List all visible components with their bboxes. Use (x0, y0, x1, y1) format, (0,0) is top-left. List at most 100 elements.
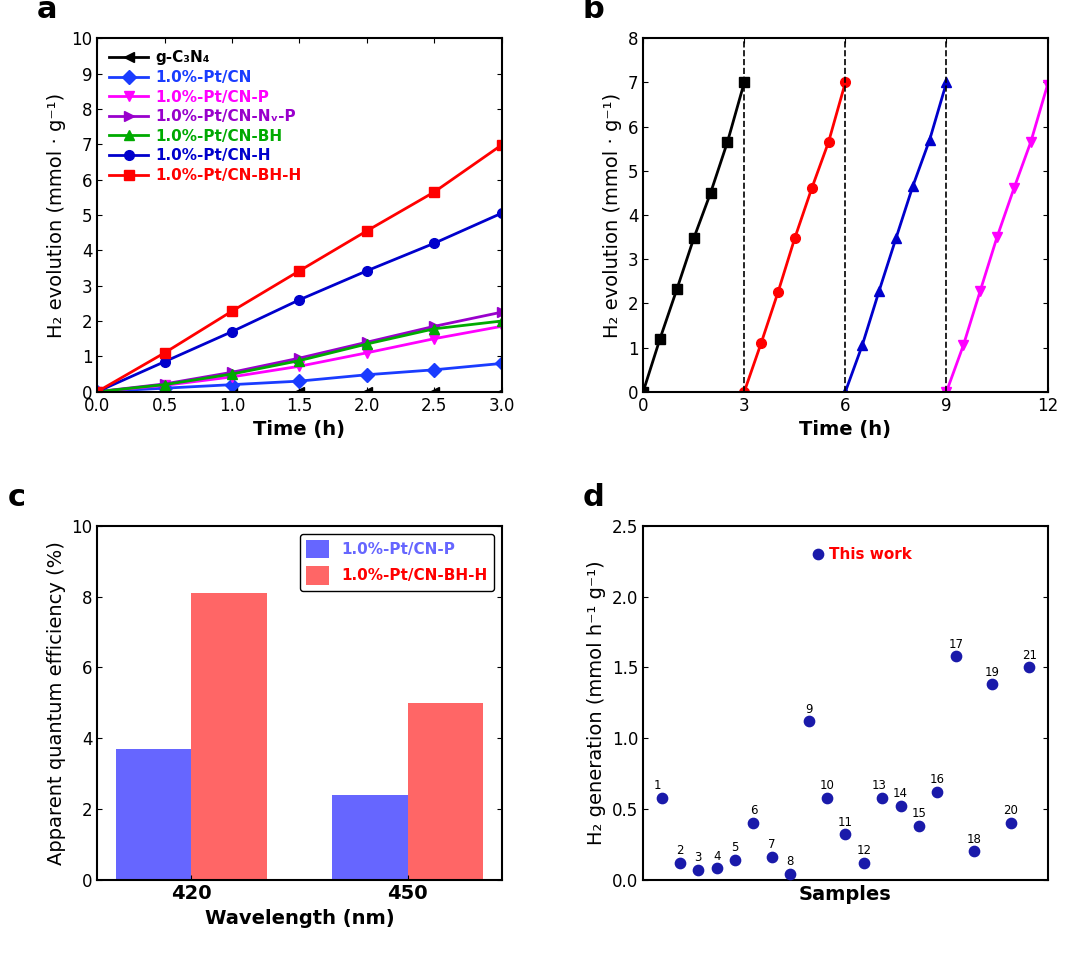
Text: 7: 7 (768, 838, 775, 852)
1.0%-Pt/CN-Nᵥ-P (226, 366, 239, 378)
Point (892, 798, 909, 814)
Line: g-C₃N₄: g-C₃N₄ (92, 387, 507, 397)
Text: 9: 9 (805, 703, 812, 716)
1.0%-Pt/CN-BH-H (226, 305, 239, 316)
g-C₃N₄ (428, 386, 441, 398)
Text: 20: 20 (1003, 804, 1018, 817)
Point (855, 855, 873, 870)
Point (800, 713, 818, 728)
Line: 1.0%-Pt/CN-BH-H: 1.0%-Pt/CN-BH-H (92, 141, 507, 397)
1.0%-Pt/CN-Nᵥ-P (428, 320, 441, 332)
1.0%-Pt/CN-BH-H (495, 140, 508, 151)
Y-axis label: Apparent quantum efficiency (%): Apparent quantum efficiency (%) (46, 541, 66, 865)
1.0%-Pt/CN (293, 376, 306, 387)
1.0%-Pt/CN-P (226, 371, 239, 382)
1.0%-Pt/CN-P (91, 386, 104, 398)
Y-axis label: H₂ evolution (mmol · g⁻¹): H₂ evolution (mmol · g⁻¹) (46, 93, 66, 337)
1.0%-Pt/CN (361, 369, 374, 380)
g-C₃N₄ (495, 386, 508, 398)
Bar (407, 703, 483, 880)
Bar (116, 749, 191, 880)
1.0%-Pt/CN-BH (495, 315, 508, 327)
Text: b: b (582, 0, 605, 24)
X-axis label: Time (h): Time (h) (799, 420, 891, 439)
Text: d: d (582, 483, 605, 511)
1.0%-Pt/CN-Nᵥ-P (361, 337, 374, 348)
Legend: 1.0%-Pt/CN-P, 1.0%-Pt/CN-BH-H: 1.0%-Pt/CN-P, 1.0%-Pt/CN-BH-H (300, 533, 494, 591)
X-axis label: Wavelength (nm): Wavelength (nm) (204, 909, 394, 928)
Point (1002, 815, 1020, 831)
Text: 1: 1 (653, 779, 661, 792)
Text: 2: 2 (676, 844, 684, 857)
1.0%-Pt/CN-H (226, 326, 239, 337)
1.0%-Pt/CN-BH-H (158, 347, 171, 358)
Point (809, 547, 826, 562)
1.0%-Pt/CN-P (361, 347, 374, 358)
Line: 1.0%-Pt/CN-H: 1.0%-Pt/CN-H (92, 208, 507, 397)
Bar (332, 794, 407, 880)
Text: a: a (37, 0, 57, 24)
Point (966, 843, 983, 858)
Point (910, 818, 928, 834)
Legend: g-C₃N₄, 1.0%-Pt/CN, 1.0%-Pt/CN-P, 1.0%-Pt/CN-Nᵥ-P, 1.0%-Pt/CN-BH, 1.0%-Pt/CN-H, : g-C₃N₄, 1.0%-Pt/CN, 1.0%-Pt/CN-P, 1.0%-P… (105, 46, 306, 187)
Text: 14: 14 (893, 788, 908, 800)
1.0%-Pt/CN (91, 386, 104, 398)
Line: 1.0%-Pt/CN-BH: 1.0%-Pt/CN-BH (92, 316, 507, 397)
1.0%-Pt/CN-Nᵥ-P (495, 307, 508, 318)
1.0%-Pt/CN-BH (158, 379, 171, 390)
1.0%-Pt/CN-H (293, 294, 306, 306)
1.0%-Pt/CN-BH-H (428, 186, 441, 198)
Text: 16: 16 (930, 773, 945, 786)
Text: 8: 8 (786, 856, 794, 868)
1.0%-Pt/CN-Nᵥ-P (91, 386, 104, 398)
Point (874, 790, 891, 805)
Point (708, 860, 726, 876)
Text: 3: 3 (694, 851, 702, 864)
g-C₃N₄ (293, 386, 306, 398)
Point (984, 677, 1001, 692)
1.0%-Pt/CN-BH-H (293, 265, 306, 276)
Text: 17: 17 (948, 638, 963, 651)
1.0%-Pt/CN-BH (428, 323, 441, 335)
Text: 21: 21 (1022, 649, 1037, 662)
Point (672, 855, 689, 870)
Text: 4: 4 (713, 850, 720, 862)
Point (653, 790, 671, 805)
Point (782, 866, 799, 881)
Point (819, 790, 836, 805)
1.0%-Pt/CN-H (158, 356, 171, 367)
Text: 12: 12 (856, 844, 872, 857)
1.0%-Pt/CN-H (91, 386, 104, 398)
Text: 5: 5 (731, 841, 739, 854)
Point (727, 852, 744, 867)
Text: This work: This work (829, 547, 912, 562)
g-C₃N₄ (158, 386, 171, 398)
Text: 11: 11 (838, 815, 853, 829)
1.0%-Pt/CN-BH (226, 368, 239, 380)
1.0%-Pt/CN-BH (361, 338, 374, 350)
Text: 13: 13 (872, 779, 887, 792)
1.0%-Pt/CN-H (428, 237, 441, 249)
Text: 18: 18 (967, 833, 982, 846)
1.0%-Pt/CN (226, 379, 239, 390)
Text: 6: 6 (750, 804, 757, 817)
Y-axis label: H₂ generation (mmol h⁻¹ g⁻¹): H₂ generation (mmol h⁻¹ g⁻¹) (588, 560, 606, 845)
Point (1021, 660, 1038, 675)
1.0%-Pt/CN (495, 358, 508, 369)
1.0%-Pt/CN-H (361, 265, 374, 276)
1.0%-Pt/CN-H (495, 207, 508, 219)
1.0%-Pt/CN-BH (91, 386, 104, 398)
1.0%-Pt/CN-BH (293, 355, 306, 366)
1.0%-Pt/CN-P (428, 333, 441, 344)
Text: 10: 10 (820, 779, 835, 792)
Text: 19: 19 (985, 665, 1000, 679)
Line: 1.0%-Pt/CN-Nᵥ-P: 1.0%-Pt/CN-Nᵥ-P (92, 307, 507, 397)
1.0%-Pt/CN-BH-H (91, 386, 104, 398)
Point (764, 849, 781, 864)
1.0%-Pt/CN (158, 382, 171, 394)
Point (947, 648, 964, 663)
Y-axis label: H₂ evolution (mmol · g⁻¹): H₂ evolution (mmol · g⁻¹) (603, 93, 622, 337)
1.0%-Pt/CN-BH-H (361, 226, 374, 237)
Point (929, 784, 946, 799)
Bar (191, 594, 267, 880)
